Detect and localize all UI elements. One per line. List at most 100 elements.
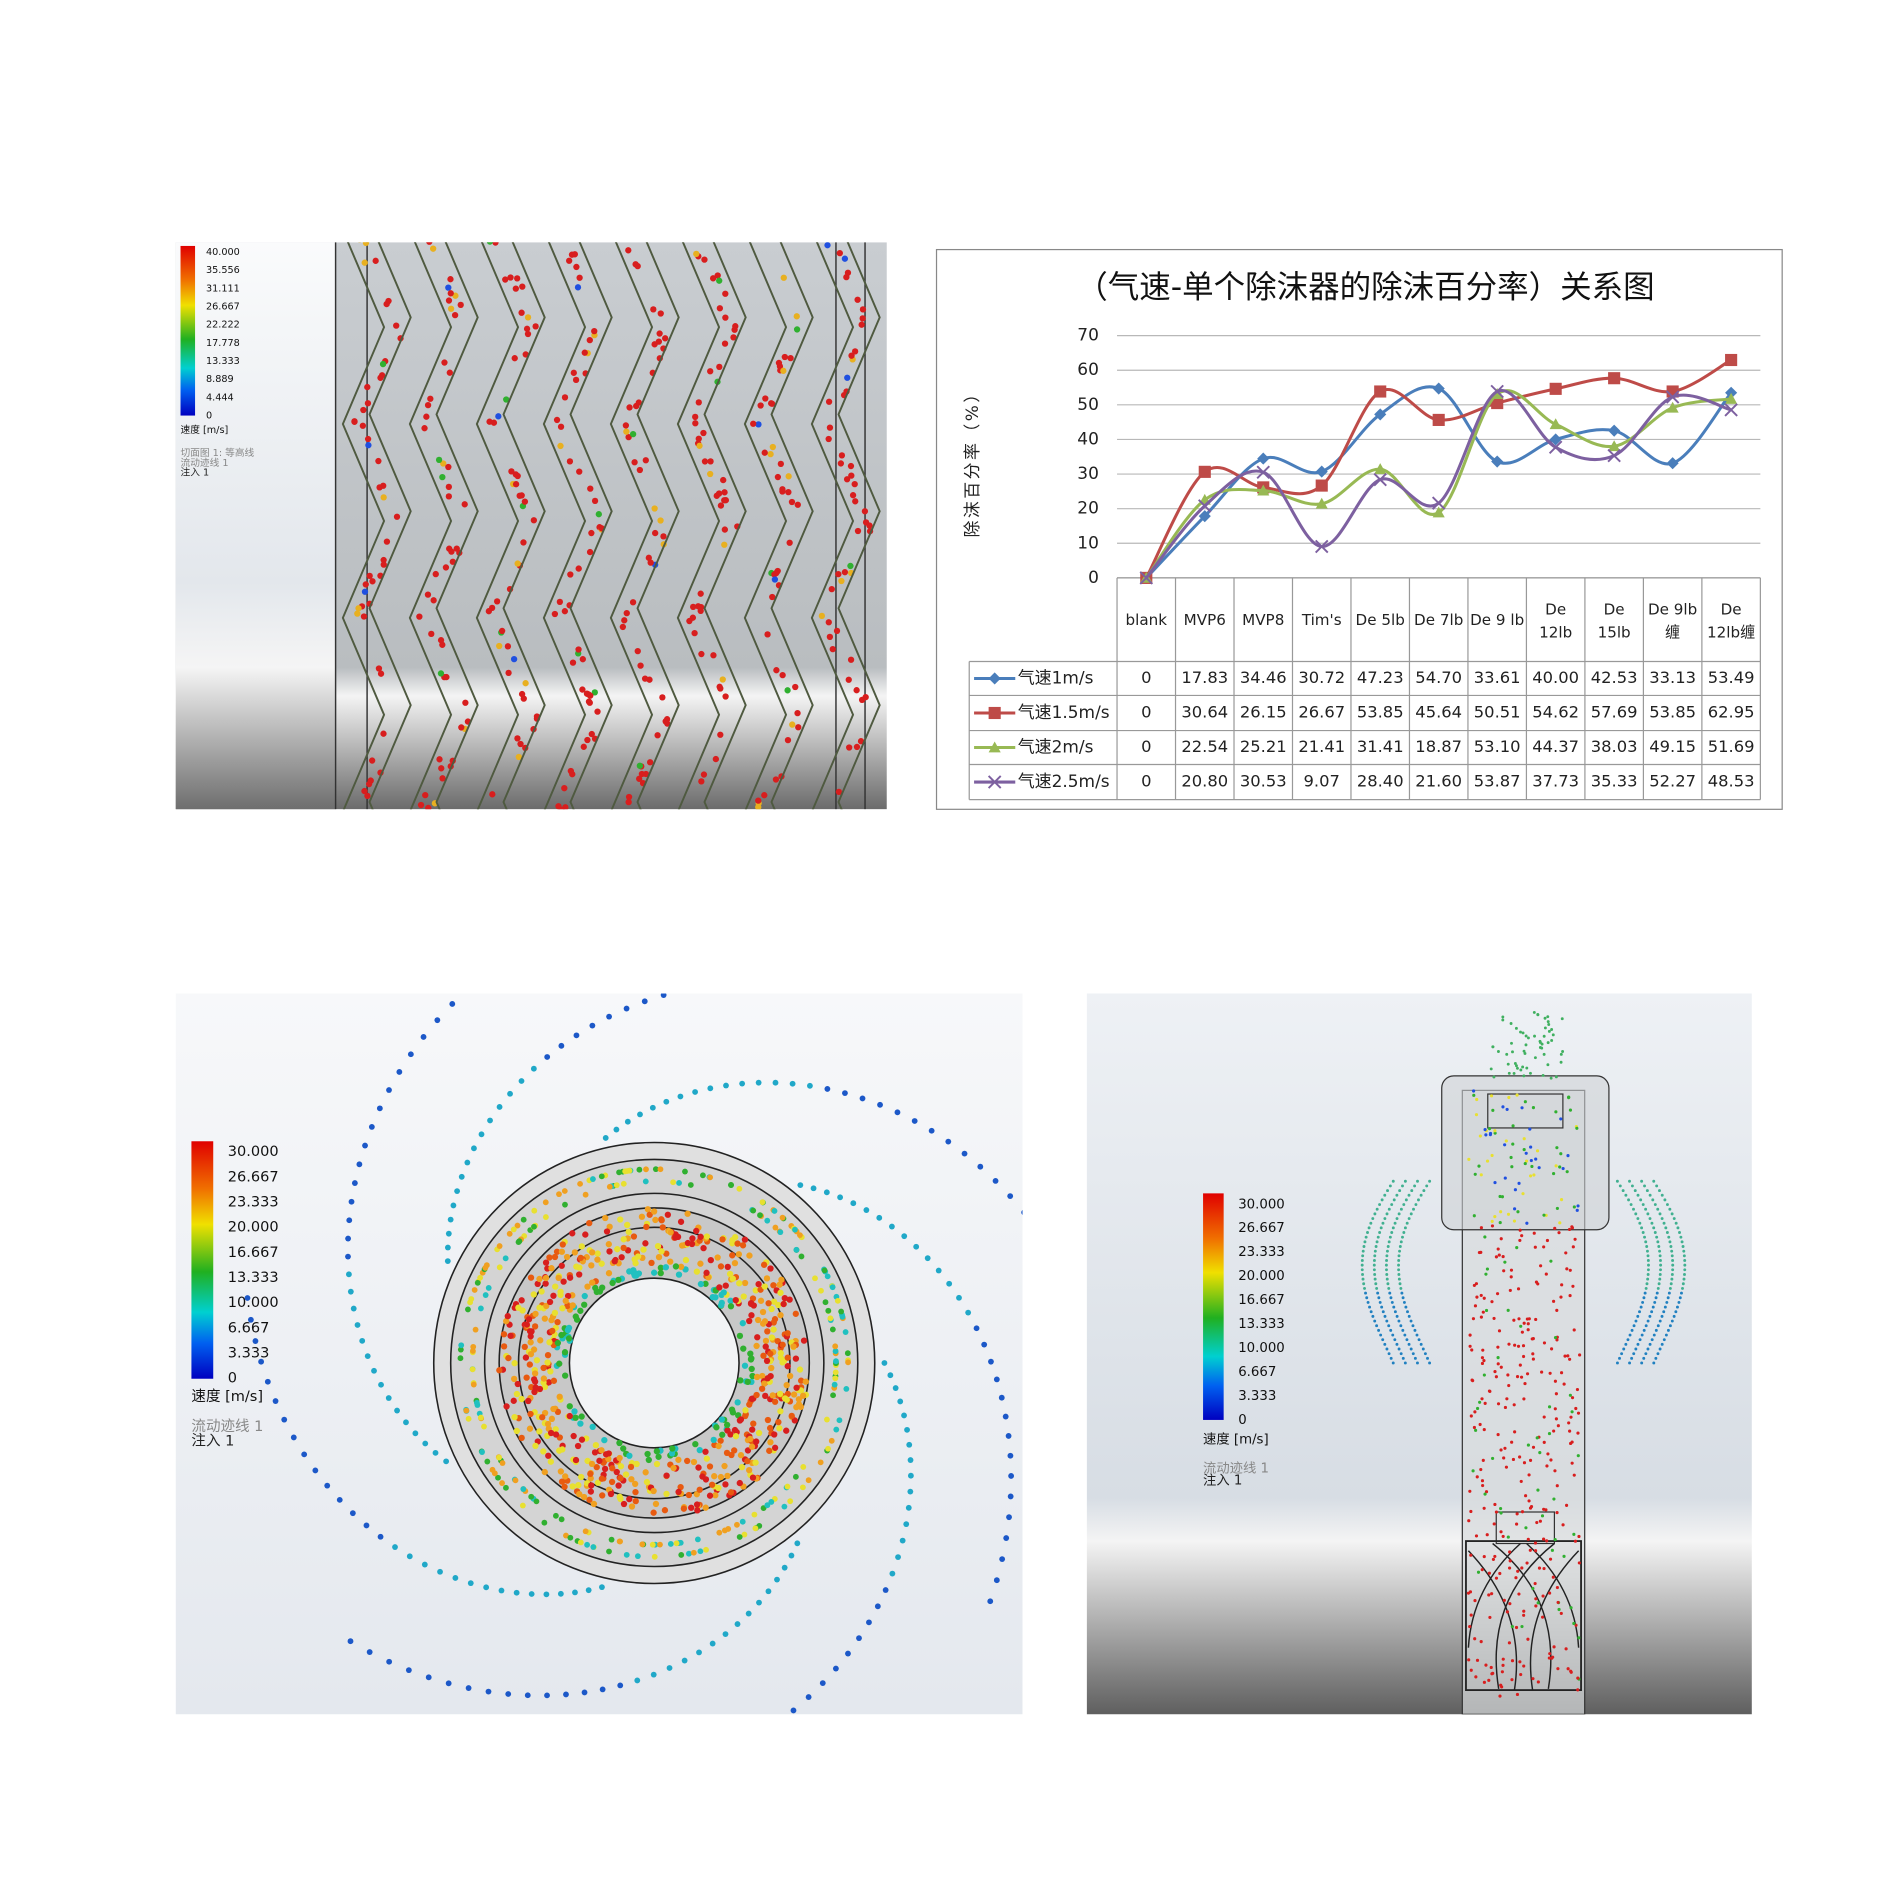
marker (1490, 384, 1504, 399)
particle (636, 1166, 643, 1173)
particle (1484, 1490, 1489, 1494)
particle (756, 1599, 762, 1606)
particle (687, 1182, 694, 1188)
particle (1479, 1467, 1483, 1472)
particle (702, 1280, 709, 1287)
particle (1513, 1207, 1517, 1211)
particle (1680, 1291, 1683, 1295)
table-value: 0 (1141, 772, 1151, 791)
particle (807, 1082, 813, 1089)
particle (532, 1310, 539, 1318)
particle (524, 330, 532, 338)
particle (700, 1244, 707, 1252)
particle (598, 1475, 606, 1482)
particle (1526, 1537, 1530, 1541)
particle (1509, 1155, 1513, 1160)
particle (857, 738, 865, 745)
particle (712, 1294, 719, 1301)
particle (786, 539, 793, 546)
particle (1668, 1324, 1672, 1328)
x-tick-label: De 9lb缠 (1647, 599, 1698, 641)
particle (754, 1316, 762, 1324)
particle (452, 292, 459, 299)
particle (1503, 1446, 1507, 1450)
particle (561, 785, 568, 792)
particle (592, 1441, 600, 1449)
marker (1491, 388, 1504, 399)
particle (774, 1720, 780, 1726)
particle (657, 1270, 664, 1277)
particle (658, 1248, 665, 1255)
particle (1576, 1454, 1580, 1458)
colorbar-tick-label: 20.000 (228, 1220, 279, 1236)
particle (1666, 1328, 1670, 1332)
particle (1401, 1235, 1404, 1239)
particle (686, 617, 693, 625)
particle (1681, 1286, 1684, 1290)
particle (832, 1348, 839, 1355)
particle (1492, 1522, 1496, 1526)
particle (1659, 1259, 1662, 1262)
particle (312, 1467, 319, 1474)
particle (1665, 1300, 1669, 1304)
particle (487, 1117, 493, 1124)
particle (856, 1635, 862, 1642)
particle (346, 1271, 352, 1278)
particle (847, 462, 855, 470)
particle (1493, 1131, 1497, 1135)
particle (518, 1078, 525, 1084)
particle (549, 1327, 556, 1335)
particle (1525, 1221, 1529, 1225)
particle (1570, 1396, 1575, 1400)
particle (521, 498, 529, 505)
particle (1624, 1342, 1628, 1346)
particle (763, 1275, 771, 1282)
marker (1724, 403, 1738, 417)
particle (669, 1445, 676, 1452)
particle (786, 1296, 793, 1303)
particle (1676, 1226, 1680, 1230)
particle (489, 1466, 496, 1473)
particle (676, 1180, 682, 1186)
particle (1534, 1549, 1538, 1553)
particle (1658, 1277, 1662, 1281)
particle (1630, 1184, 1634, 1188)
zigzag-plate (435, 242, 479, 810)
particle (838, 452, 846, 459)
particle (1622, 1347, 1626, 1351)
particle (385, 1395, 392, 1401)
particle (576, 468, 583, 475)
particle (507, 1332, 514, 1339)
particle (770, 1326, 777, 1333)
particle (849, 492, 857, 499)
particle (757, 402, 764, 409)
particle (973, 1325, 980, 1332)
particle (1471, 1317, 1476, 1321)
particle (866, 1619, 872, 1626)
legend-label: 气速2m/s (1018, 737, 1094, 757)
particle (717, 502, 725, 509)
particle (1542, 1415, 1546, 1419)
particle (527, 1333, 534, 1340)
particle (877, 1101, 883, 1108)
particle (425, 1674, 432, 1681)
particle (1472, 1093, 1476, 1097)
particle (1540, 1042, 1544, 1046)
particle (1376, 1235, 1380, 1239)
particle (836, 835, 842, 841)
particle (1560, 1283, 1564, 1287)
particle (1642, 1356, 1646, 1360)
particle (794, 1540, 801, 1547)
particle (1524, 1494, 1528, 1498)
particle (1391, 1361, 1395, 1365)
zigzag-plate (636, 242, 680, 810)
particle (1556, 1424, 1560, 1428)
particle (1578, 1353, 1582, 1357)
particle (1559, 1117, 1563, 1121)
particle (783, 1381, 790, 1389)
particle (1379, 1333, 1383, 1337)
table-value: 21.60 (1415, 772, 1462, 791)
particle (437, 670, 445, 677)
particle (1517, 1181, 1521, 1185)
